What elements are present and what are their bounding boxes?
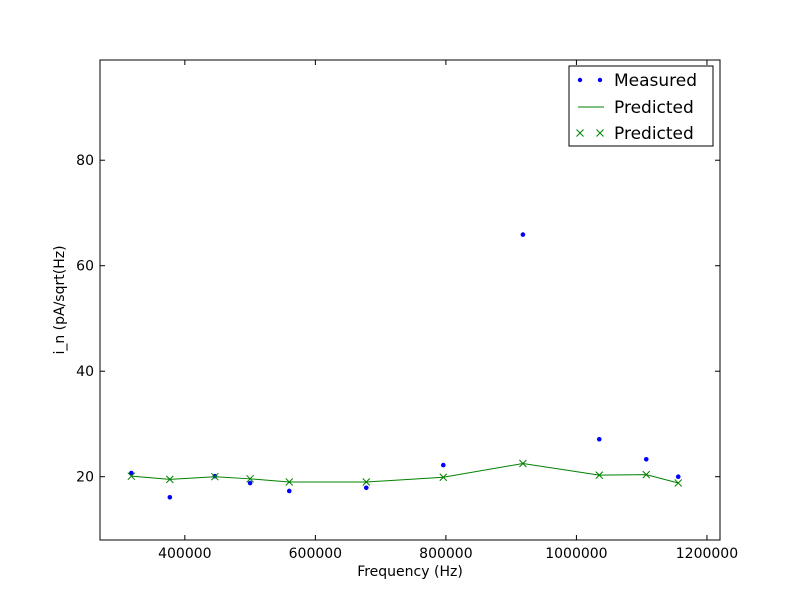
legend-marker-measured-dot-2 <box>597 77 603 83</box>
data-point-predicted-x <box>595 471 604 479</box>
legend-label-predicted-line: Predicted <box>614 98 694 118</box>
data-point-predicted-x <box>246 474 254 483</box>
legend-label-predicted-markers: Predicted <box>614 124 694 144</box>
x-tick-label: 1000000 <box>545 546 607 562</box>
data-point-measured <box>440 462 446 468</box>
data-point-predicted-x <box>439 473 448 482</box>
x-tick-label: 600000 <box>289 546 342 562</box>
data-point-measured <box>363 485 369 491</box>
y-tick-label: 40 <box>76 364 94 380</box>
legend-marker-predicted-x-2 <box>596 129 604 137</box>
y-tick-label: 80 <box>76 153 94 169</box>
x-tick-label: 1200000 <box>676 546 738 562</box>
legend-label-measured: Measured <box>614 71 697 91</box>
data-point-predicted-x <box>165 475 174 484</box>
plot-frame <box>99 59 721 541</box>
legend-entry-predicted-markers: Predicted <box>576 124 694 144</box>
data-point-measured <box>643 456 649 462</box>
data-point-predicted-x <box>642 470 651 479</box>
data-point-predicted-x <box>674 479 683 487</box>
x-axis-label: Frequency (Hz) <box>357 564 463 580</box>
plot-marks <box>127 232 683 500</box>
data-point-measured <box>247 480 253 486</box>
legend: Measured Predicted Predicted <box>568 65 714 147</box>
legend-entry-predicted-line: Predicted <box>578 98 694 118</box>
data-point-measured <box>286 488 292 494</box>
data-point-predicted-x <box>519 459 527 468</box>
data-point-measured <box>129 470 134 476</box>
series-line-predicted <box>131 463 679 484</box>
legend-box <box>568 65 714 147</box>
data-point-measured <box>596 436 602 442</box>
data-point-predicted-x <box>211 472 219 481</box>
legend-entry-measured: Measured <box>577 71 697 91</box>
data-point-measured <box>675 474 681 480</box>
legend-marker-measured-dot-1 <box>577 77 583 83</box>
y-axis-label: i_n (pA/sqrt(Hz) <box>52 245 68 354</box>
x-tick-label: 800000 <box>419 546 472 562</box>
data-point-measured <box>167 494 173 500</box>
x-tick-label: 400000 <box>158 546 211 562</box>
legend-marker-predicted-x-1 <box>576 129 584 137</box>
data-point-predicted-x <box>285 478 294 486</box>
y-tick-label: 20 <box>76 470 94 486</box>
axis-ticks: 400000 600000 800000 1000000 1200000 20 40 60 80 <box>76 60 738 562</box>
data-point-predicted-x <box>127 472 136 481</box>
data-point-measured <box>520 232 526 237</box>
data-point-predicted-x <box>362 478 371 486</box>
y-tick-label: 60 <box>76 259 94 275</box>
